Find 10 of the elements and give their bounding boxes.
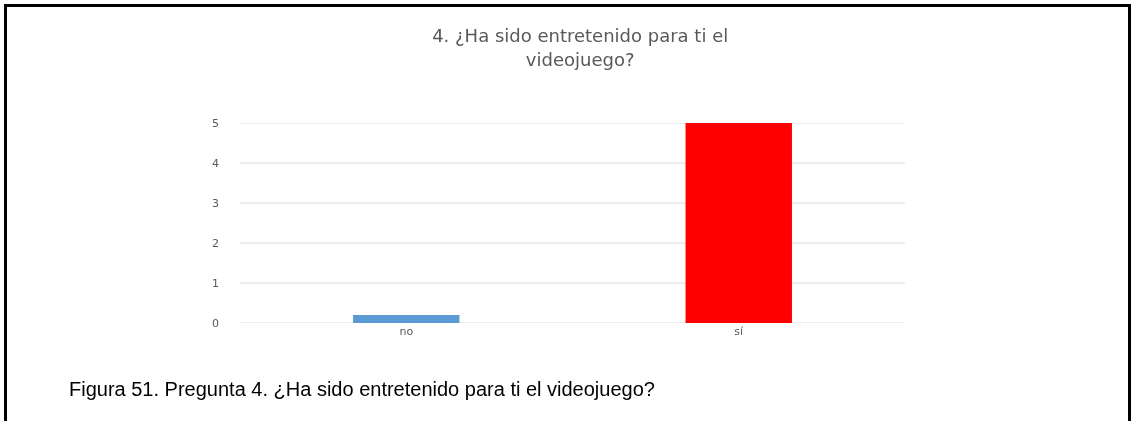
y-tick-label: 4	[212, 156, 219, 170]
y-tick-label: 1	[212, 276, 219, 290]
y-tick-label: 2	[212, 236, 219, 250]
text: Figura 51. Pregunta 4. ¿Ha sido entretenido para ti el videojuego?	[69, 378, 655, 400]
x-tick-label: sí	[734, 325, 745, 338]
y-tick-label: 5	[212, 116, 219, 130]
y-tick-label: 3	[212, 196, 219, 210]
chart-title: 4. ¿Ha sido entretenido para ti el videojuego?	[432, 25, 729, 70]
y-tick-label: 0	[212, 316, 219, 330]
x-tick-label: no	[399, 325, 414, 338]
